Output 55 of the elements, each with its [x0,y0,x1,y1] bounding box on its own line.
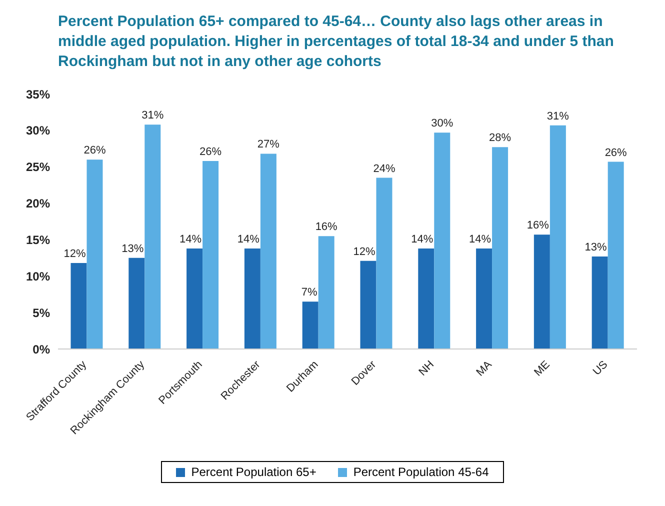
bar [592,256,608,349]
y-tick-label: 10% [26,269,50,284]
data-label: 13% [122,242,144,255]
bar [492,147,508,349]
bar [476,248,492,349]
data-label: 14% [180,233,202,246]
bar [70,263,87,349]
x-tick-label: NH [416,358,437,378]
x-tick-label: ME [532,358,552,379]
data-label: 14% [411,233,434,246]
bar [550,125,566,349]
data-label: 24% [373,162,396,175]
data-label: 28% [489,132,512,144]
bar [376,178,392,349]
data-label: 26% [84,144,106,157]
y-tick-label: 35% [26,87,50,102]
legend-label: Percent Population 45-64 [352,465,489,479]
bar [144,124,161,349]
bar [244,248,260,349]
data-label: 14% [469,233,492,246]
bar [302,302,318,349]
data-label: 12% [64,248,86,260]
chart-title: Percent Population 65+ compared to 45-64… County also lags other areas in middle aged population. Higher in percentages of total 18-34 and under 5 than Rockingham but not in any other age cohorts [57,12,615,72]
data-label: 12% [353,246,376,258]
bar [360,260,376,349]
bar [434,132,450,349]
bar [608,162,624,349]
bar [86,160,103,349]
x-tick-label: US [590,358,610,378]
data-label: 31% [546,110,570,122]
bar [534,234,550,349]
data-label: 30% [431,118,454,130]
y-tick-label: 5% [32,306,50,320]
y-tick-label: 15% [26,232,50,247]
data-label: 26% [200,146,222,158]
bar [202,161,219,349]
bar [318,236,334,349]
data-label: 26% [604,146,628,159]
data-label: 16% [526,220,550,232]
data-label: 16% [315,221,338,234]
bar [186,248,203,349]
y-tick-label: 30% [26,124,50,138]
x-tick-label: MA [474,358,495,379]
y-tick-label: 0% [32,342,50,356]
data-label: 31% [142,110,164,122]
data-label: 14% [237,233,260,246]
bar [128,258,145,349]
y-tick-label: 25% [26,160,50,174]
data-label: 7% [301,286,318,299]
data-label: 27% [257,138,280,151]
bar [418,248,434,349]
y-tick-label: 20% [26,196,50,211]
data-label: 13% [584,241,608,254]
bar [260,154,276,349]
legend-label: Percent Population 65+ [190,465,316,479]
